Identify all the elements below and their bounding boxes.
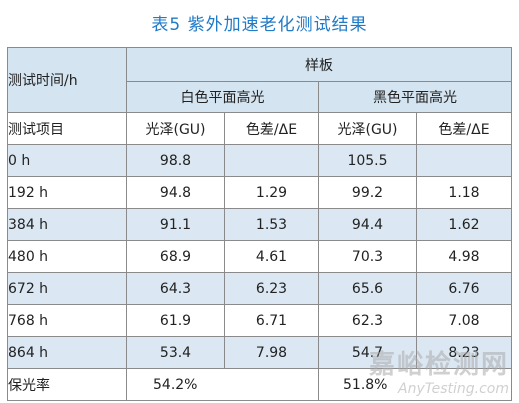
white-color-diff-cell: 7.98 [224,336,319,369]
time-header: 测试时间/h [7,47,127,113]
black-gloss-header: 光泽(GU) [318,112,417,145]
black-gloss-cell: 94.4 [318,208,417,241]
black-gloss-cell: 54.7 [318,336,417,369]
black-color-diff-cell: 8.23 [416,336,512,369]
time-cell: 0 h [7,144,127,177]
black-retention-value: 51.8% [318,368,512,401]
white-sample-header: 白色平面高光 [126,81,319,113]
table-row: 192 h 94.8 1.29 99.2 1.18 [7,176,512,209]
table-row: 672 h 64.3 6.23 65.6 6.76 [7,272,512,305]
black-color-diff-cell: 6.76 [416,272,512,305]
black-color-diff-cell: 4.98 [416,240,512,273]
white-color-diff-cell: 6.71 [224,304,319,337]
table-row: 768 h 61.9 6.71 62.3 7.08 [7,304,512,337]
white-color-diff-cell [224,144,319,177]
white-gloss-cell: 68.9 [126,240,225,273]
table-row: 0 h 98.8 105.5 [7,144,512,177]
black-color-diff-cell: 1.18 [416,176,512,209]
white-gloss-cell: 61.9 [126,304,225,337]
time-cell: 192 h [7,176,127,209]
white-gloss-cell: 64.3 [126,272,225,305]
header-row-1: 测试时间/h 样板 [7,47,512,113]
aging-results-table: 测试时间/h 样板 白色平面高光 黑色平面高光 测试项目 光泽(GU) 色差/Δ… [7,47,512,401]
table-title: 表5 紫外加速老化测试结果 [151,15,368,35]
black-color-diff-cell: 1.62 [416,208,512,241]
white-retention-value: 54.2% [126,368,319,401]
white-gloss-cell: 53.4 [126,336,225,369]
black-gloss-cell: 105.5 [318,144,417,177]
time-cell: 384 h [7,208,127,241]
black-color-diff-cell: 7.08 [416,304,512,337]
white-gloss-cell: 98.8 [126,144,225,177]
retention-label: 保光率 [7,368,127,401]
white-color-diff-cell: 1.53 [224,208,319,241]
black-sample-header: 黑色平面高光 [318,81,512,113]
time-cell: 672 h [7,272,127,305]
black-gloss-cell: 99.2 [318,176,417,209]
table-row: 864 h 53.4 7.98 54.7 8.23 [7,336,512,369]
black-gloss-cell: 62.3 [318,304,417,337]
white-gloss-cell: 94.8 [126,176,225,209]
white-gloss-cell: 91.1 [126,208,225,241]
time-cell: 768 h [7,304,127,337]
sample-header: 样板 [126,47,512,82]
header-row-2: 白色平面高光 黑色平面高光 [8,81,512,113]
item-header: 测试项目 [7,112,127,145]
black-gloss-cell: 70.3 [318,240,417,273]
black-color-diff-header: 色差/ΔE [416,112,512,145]
retention-row: 保光率 54.2% 51.8% [7,368,512,401]
time-cell: 480 h [7,240,127,273]
table-row: 384 h 91.1 1.53 94.4 1.62 [7,208,512,241]
white-gloss-header: 光泽(GU) [126,112,225,145]
time-cell: 864 h [7,336,127,369]
white-color-diff-cell: 1.29 [224,176,319,209]
white-color-diff-cell: 6.23 [224,272,319,305]
black-color-diff-cell [416,144,512,177]
white-color-diff-header: 色差/ΔE [224,112,319,145]
item-header-row: 测试项目 光泽(GU) 色差/ΔE 光泽(GU) 色差/ΔE [7,112,512,145]
table-row: 480 h 68.9 4.61 70.3 4.98 [7,240,512,273]
white-color-diff-cell: 4.61 [224,240,319,273]
black-gloss-cell: 65.6 [318,272,417,305]
